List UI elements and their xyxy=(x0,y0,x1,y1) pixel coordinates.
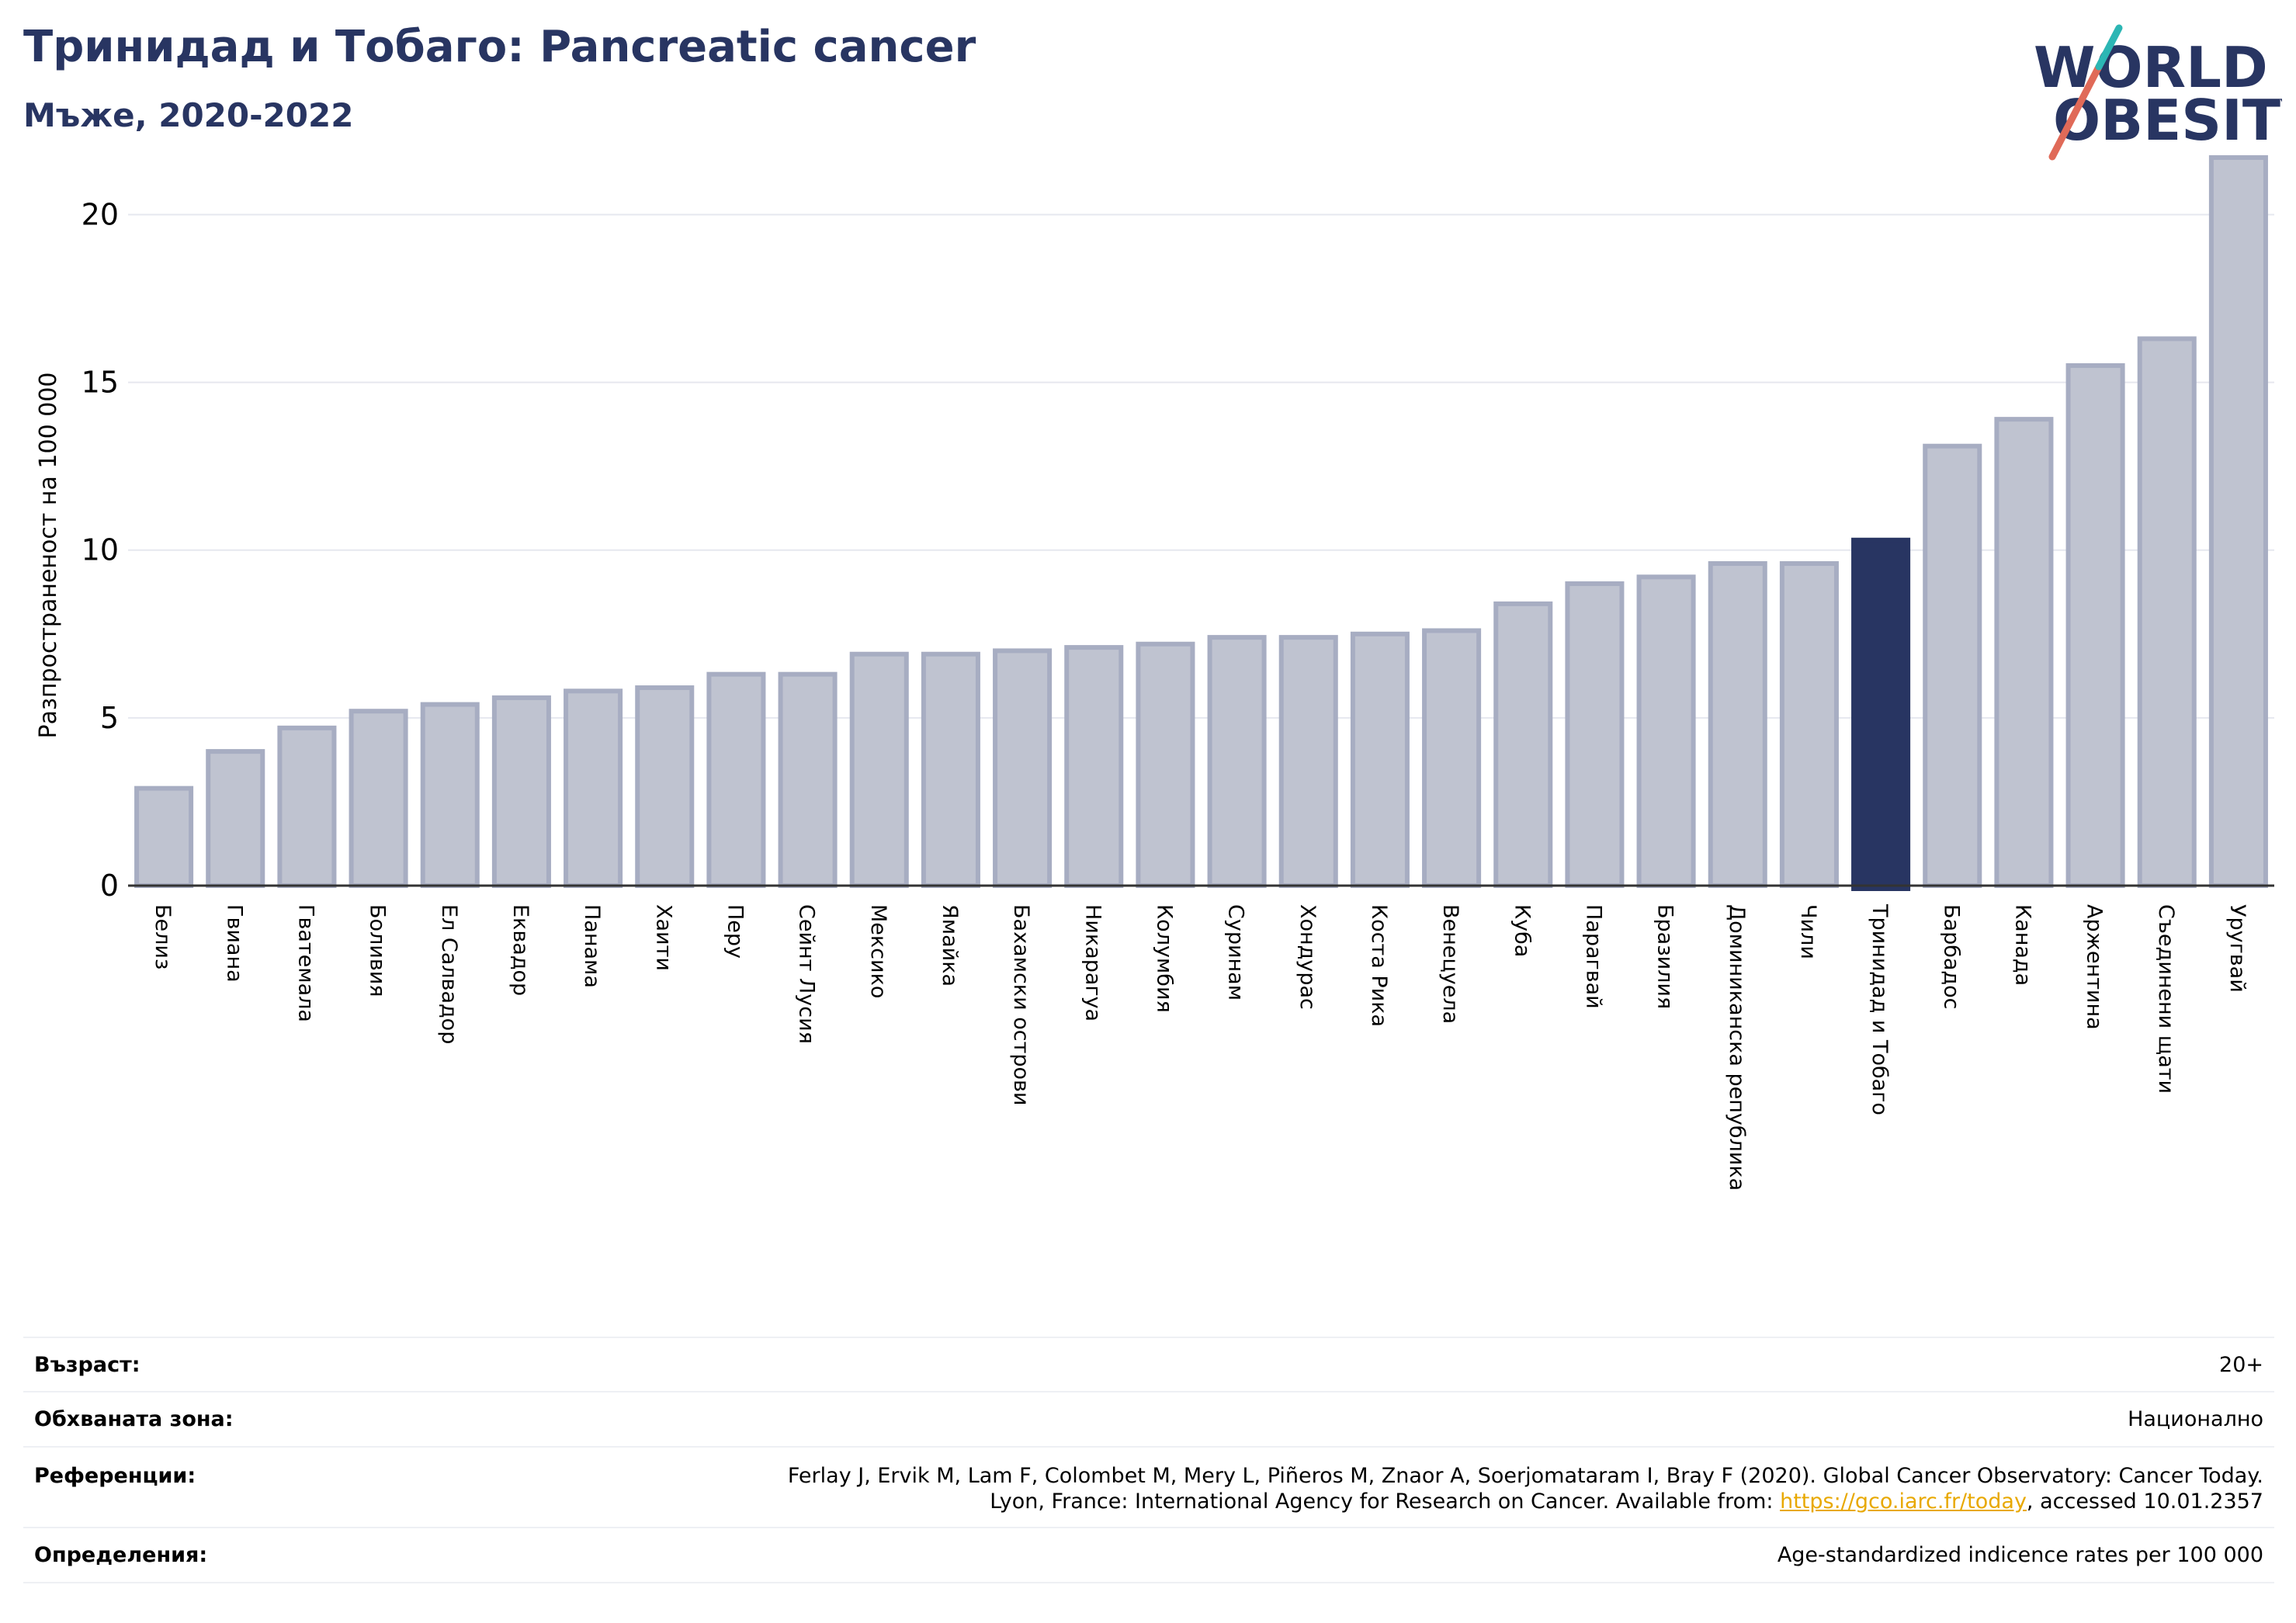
x-tick-label: Барбадос xyxy=(1939,904,1963,1009)
age-value: 20+ xyxy=(2219,1352,2263,1377)
x-tick-label: Суринам xyxy=(1224,904,1248,1001)
bar xyxy=(491,695,551,888)
references-value: Ferlay J, Ervik M, Lam F, Colombet M, Me… xyxy=(788,1463,2263,1514)
x-tick-label: Куба xyxy=(1510,904,1534,957)
definitions-value: Age-standardized indicence rates per 100… xyxy=(1777,1543,2263,1567)
info-row-references: Референции: Ferlay J, Ervik M, Lam F, Co… xyxy=(23,1448,2274,1528)
bar xyxy=(1278,635,1338,888)
info-row-definitions: Определения: Age-standardized indicence … xyxy=(23,1528,2274,1583)
bar xyxy=(1064,645,1124,888)
grid-lines xyxy=(128,213,2274,719)
bar xyxy=(1923,443,1982,888)
x-axis-labels: Белиз Гвиана Гватемала Боливия Ел Салвадор Ек… xyxy=(151,903,2249,1191)
bar xyxy=(1493,601,1553,889)
bar xyxy=(1136,641,1195,888)
bar xyxy=(706,671,766,888)
x-tick-label: Перу xyxy=(723,904,747,959)
x-tick-label: Ямайка xyxy=(938,904,962,987)
bar xyxy=(1994,417,2054,888)
x-tick-label: Хондурас xyxy=(1295,904,1320,1010)
x-tick-label: Колумбия xyxy=(1152,904,1176,1013)
x-tick-label: Канада xyxy=(2010,904,2034,986)
y-axis-label: Разпространеност на 100 000 xyxy=(35,373,62,739)
x-tick-label: Ел Салвадор xyxy=(437,904,461,1044)
references-line-2-start: Lyon, France: International Agency for R… xyxy=(990,1489,1781,1514)
bar-chart: 0 5 10 15 20 Белиз Гвиана Гватемала Боливия Ел С… xyxy=(35,154,2274,1191)
info-row-age: Възраст: 20+ xyxy=(23,1338,2274,1392)
bar xyxy=(1636,574,1696,888)
world-obesity-logo: WORLD OBESITY xyxy=(2034,24,2282,161)
bar xyxy=(349,709,408,889)
bar xyxy=(1565,581,1625,888)
bar xyxy=(1851,537,1911,891)
references-line-2-end: , accessed 10.01.2357 xyxy=(2026,1489,2263,1514)
x-tick-label: Мексико xyxy=(866,904,890,998)
references-line-1: Ferlay J, Ervik M, Lam F, Colombet M, Me… xyxy=(787,1464,2263,1488)
y-tick-label: 0 xyxy=(100,869,119,903)
logo-line-1: WORLD xyxy=(2034,35,2268,100)
bar xyxy=(1422,628,1482,888)
area-label: Обхваната зона: xyxy=(34,1407,234,1431)
bar xyxy=(1708,561,1767,888)
y-tick-label: 10 xyxy=(82,533,119,567)
x-tick-label: Парагвай xyxy=(1581,904,1605,1009)
age-label: Възраст: xyxy=(34,1352,140,1377)
bar xyxy=(420,702,480,889)
x-tick-label: Хаити xyxy=(651,904,675,971)
chart-subtitle: Мъже, 2020-2022 xyxy=(23,96,354,134)
bar xyxy=(1207,635,1267,888)
bar xyxy=(564,688,623,888)
x-tick-label: Боливия xyxy=(366,904,390,997)
bar xyxy=(134,785,194,889)
x-tick-label: Аржентина xyxy=(2083,904,2107,1030)
x-tick-label: Съединени щати xyxy=(2154,904,2178,1094)
bar xyxy=(206,749,265,888)
x-tick-label: Еквадор xyxy=(508,904,532,996)
bars xyxy=(134,154,2268,891)
x-tick-label: Чили xyxy=(1796,904,1820,959)
bar xyxy=(635,685,695,889)
bar xyxy=(993,648,1053,889)
x-tick-label: Венецуела xyxy=(1438,904,1462,1024)
logo-slash-red xyxy=(2048,63,2103,161)
x-tick-label: Бахамски острови xyxy=(1009,904,1033,1105)
x-tick-label: Сейнт Лусия xyxy=(795,904,819,1044)
references-link[interactable]: https://gco.iarc.fr/today xyxy=(1780,1489,2027,1514)
bar xyxy=(1779,561,1839,888)
x-tick-label: Доминиканска република xyxy=(1725,904,1749,1191)
bar xyxy=(778,671,838,888)
references-label: Референции: xyxy=(34,1464,196,1488)
x-tick-label: Гватемала xyxy=(293,904,317,1022)
x-tick-label: Белиз xyxy=(151,904,175,969)
bar xyxy=(1350,631,1410,889)
x-tick-label: Бразилия xyxy=(1653,904,1677,1009)
bar xyxy=(2065,362,2125,888)
bar xyxy=(2137,336,2197,888)
definitions-label: Определения: xyxy=(34,1543,208,1567)
bar xyxy=(849,651,909,888)
x-tick-label: Коста Рика xyxy=(1367,904,1391,1027)
area-value: Национално xyxy=(2128,1407,2263,1431)
y-tick-label: 15 xyxy=(82,366,119,400)
bar xyxy=(921,651,980,888)
info-row-area: Обхваната зона: Национално xyxy=(23,1392,2274,1448)
y-axis-ticks: 0 5 10 15 20 xyxy=(82,197,119,903)
bar xyxy=(2208,154,2268,888)
x-tick-label: Тринидад и Тобаго xyxy=(1868,903,1892,1115)
x-tick-label: Гвиана xyxy=(222,904,246,983)
y-tick-label: 5 xyxy=(100,701,119,735)
info-table: Възраст: 20+ Обхваната зона: Национално … xyxy=(23,1337,2274,1583)
x-tick-label: Уругвай xyxy=(2225,904,2249,993)
chart-title: Тринидад и Тобаго: Pancreatic cancer xyxy=(23,22,976,72)
logo-slash-teal xyxy=(2095,24,2123,71)
x-tick-label: Панама xyxy=(580,904,604,988)
y-tick-label: 20 xyxy=(82,197,119,231)
logo-line-2: OBESITY xyxy=(2053,88,2282,153)
x-tick-label: Никарагуа xyxy=(1080,904,1105,1021)
bar xyxy=(277,725,337,889)
